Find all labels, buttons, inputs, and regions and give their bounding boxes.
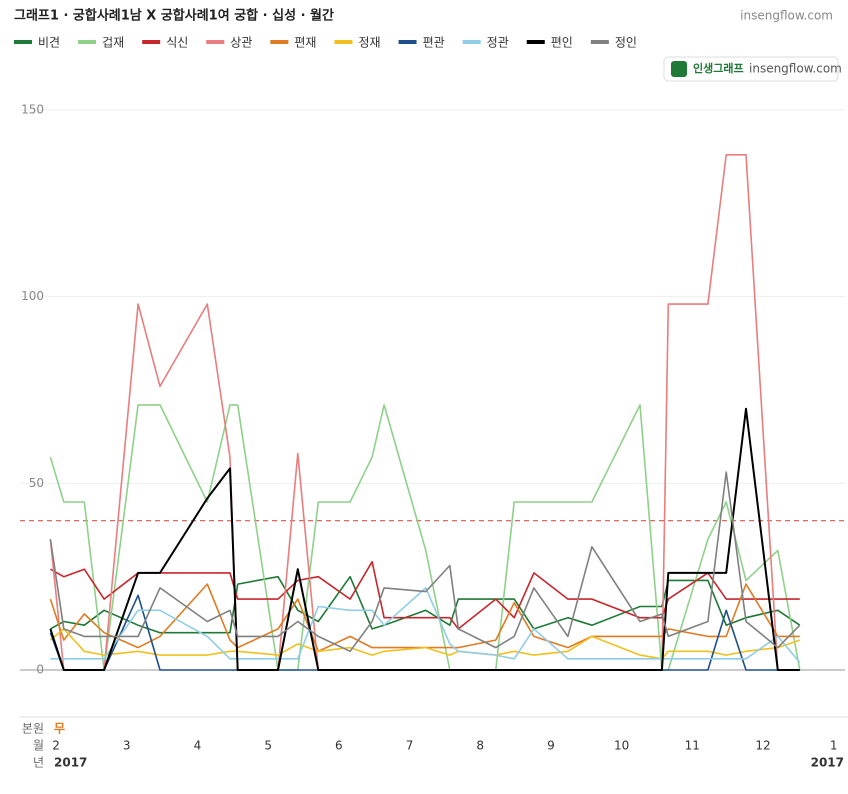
legend-label: 식신	[166, 36, 188, 50]
legend-label: 편재	[294, 36, 316, 50]
year-label: 년	[33, 756, 44, 770]
legend-swatch	[142, 40, 161, 44]
year: 2017	[811, 756, 844, 770]
legend-swatch	[398, 40, 417, 44]
x-tick-label: 7	[406, 739, 414, 753]
x-tick-label: 4	[194, 739, 202, 753]
x-tick-label: 3	[123, 739, 131, 753]
legend-swatch	[14, 40, 32, 44]
ilgan-label: 본원	[22, 722, 44, 736]
legend-label: 상관	[230, 36, 252, 50]
badge-site: insengflow.com	[749, 62, 842, 76]
series-line	[49, 471, 801, 653]
x-tick-label: 10	[614, 739, 629, 753]
series-line	[49, 628, 801, 660]
legend-label: 정인	[615, 36, 637, 50]
legend-label: 비견	[38, 36, 60, 50]
legend-label: 편관	[423, 36, 445, 50]
legend-label: 편인	[551, 36, 573, 50]
series-line	[49, 407, 800, 671]
month-label: 월	[33, 739, 44, 753]
x-tick-label: 6	[335, 739, 343, 753]
legend-swatch	[78, 40, 97, 44]
series-line	[50, 587, 801, 664]
badge	[663, 56, 839, 82]
legend-swatch	[206, 40, 225, 44]
series-line	[49, 404, 801, 671]
legend-label: 정재	[358, 36, 380, 50]
site: insengflow.com	[740, 9, 833, 23]
y-tick-label: 50	[29, 476, 44, 490]
chart-title: 그래프1 · 궁합사례1남 X 궁합사례1여 궁합 · 십성 · 월간	[14, 8, 334, 24]
legend-swatch	[526, 40, 545, 44]
year: 2017	[54, 756, 87, 770]
ilgan: 무	[54, 722, 65, 736]
x-tick-label: 2	[52, 739, 60, 753]
legend-label: 정관	[487, 36, 509, 50]
legend-swatch	[462, 40, 481, 44]
y-tick-label: 100	[21, 289, 44, 303]
legend-swatch	[270, 40, 289, 44]
legend-label: 겁재	[102, 36, 124, 50]
x-tick-label: 8	[476, 739, 484, 753]
legend-swatch	[334, 40, 353, 44]
x-tick-label: 9	[547, 739, 555, 753]
series-line	[50, 560, 800, 630]
x-tick-label: 5	[264, 739, 272, 753]
y-tick-label: 150	[21, 103, 44, 117]
x-tick-label: 12	[755, 739, 770, 753]
x-tick-label: 1	[830, 739, 838, 753]
y-tick-label: 0	[36, 663, 44, 677]
badge-name: 인생그래프	[693, 61, 744, 75]
legend-swatch	[590, 40, 609, 44]
x-tick-label: 11	[685, 739, 700, 753]
badge-icon	[671, 61, 687, 77]
